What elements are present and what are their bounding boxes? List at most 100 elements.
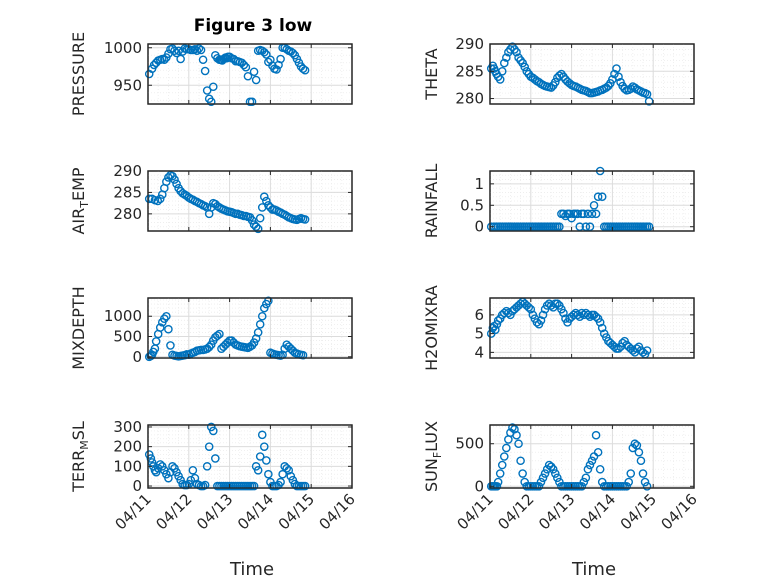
data-point bbox=[208, 82, 218, 92]
data-point bbox=[239, 60, 249, 70]
data-point bbox=[243, 71, 253, 81]
data-point bbox=[610, 342, 619, 352]
data-point bbox=[626, 469, 636, 478]
data-point bbox=[512, 47, 521, 57]
data-point bbox=[516, 456, 525, 466]
data-point bbox=[153, 196, 163, 206]
subplot-2: 280 285 290 THETA bbox=[422, 35, 695, 108]
data-point bbox=[164, 324, 173, 334]
y-tick-label: 1 bbox=[474, 175, 484, 193]
y-axis-label: TERRMSL bbox=[69, 421, 91, 493]
data-point bbox=[514, 439, 523, 449]
x-tick-label: 04/11 bbox=[454, 490, 497, 533]
data-point bbox=[555, 222, 564, 232]
data-point bbox=[206, 97, 216, 107]
y-tick-label: 290 bbox=[113, 162, 142, 180]
y-tick-label: 285 bbox=[113, 183, 142, 201]
data-point bbox=[146, 454, 156, 463]
data-point bbox=[593, 447, 603, 457]
data-point bbox=[585, 312, 595, 322]
x-tick-label: 04/13 bbox=[193, 490, 236, 533]
data-point bbox=[565, 209, 574, 219]
data-point bbox=[630, 439, 640, 449]
data-point bbox=[144, 194, 154, 204]
data-point bbox=[520, 62, 529, 72]
axes-border bbox=[147, 297, 353, 359]
y-tick-label: 280 bbox=[455, 90, 484, 108]
axes-border bbox=[489, 297, 695, 359]
data-point bbox=[298, 64, 308, 74]
y-tick-label: 0 bbox=[132, 477, 142, 495]
data-point bbox=[632, 344, 642, 353]
data-point bbox=[638, 348, 648, 357]
data-point bbox=[253, 224, 263, 234]
data-point bbox=[190, 44, 200, 54]
x-tick-label: 04/12 bbox=[152, 490, 195, 533]
data-point bbox=[538, 473, 548, 483]
y-tick-label: 5 bbox=[474, 325, 484, 343]
data-point bbox=[272, 65, 281, 74]
data-point bbox=[144, 450, 154, 459]
data-point bbox=[194, 44, 204, 53]
data-point bbox=[518, 469, 527, 478]
data-point bbox=[257, 311, 267, 321]
data-point bbox=[618, 338, 627, 348]
data-point bbox=[495, 75, 505, 84]
data-point bbox=[172, 179, 181, 189]
data-point bbox=[644, 222, 654, 232]
data-point bbox=[591, 312, 601, 322]
data-point bbox=[249, 338, 259, 347]
data-point bbox=[282, 464, 292, 473]
data-point bbox=[213, 331, 222, 341]
data-point bbox=[546, 462, 556, 472]
data-point bbox=[259, 192, 269, 202]
axes-border bbox=[489, 424, 695, 489]
data-point bbox=[172, 48, 181, 58]
y-tick-label: 100 bbox=[113, 457, 142, 475]
figure-title: Figure 3 low bbox=[194, 16, 313, 36]
data-point bbox=[534, 481, 544, 491]
data-point bbox=[247, 215, 257, 225]
data-point bbox=[259, 303, 269, 313]
data-point bbox=[642, 346, 652, 355]
data-point bbox=[208, 426, 218, 436]
data-point bbox=[614, 72, 623, 82]
data-point bbox=[614, 344, 623, 353]
data-point bbox=[583, 464, 593, 474]
data-point bbox=[538, 310, 548, 320]
data-point bbox=[583, 310, 593, 320]
data-point bbox=[192, 46, 202, 56]
data-point bbox=[550, 77, 560, 87]
data-point bbox=[591, 209, 601, 219]
data-point bbox=[585, 460, 595, 470]
data-point bbox=[642, 481, 652, 491]
data-point bbox=[155, 194, 165, 204]
y-tick-label: 0 bbox=[474, 477, 484, 495]
data-point bbox=[508, 423, 517, 432]
data-point bbox=[247, 97, 257, 107]
data-point bbox=[211, 454, 220, 463]
data-point bbox=[298, 350, 308, 360]
data-point bbox=[591, 430, 601, 440]
data-point bbox=[612, 64, 621, 73]
data-point bbox=[597, 192, 607, 202]
y-axis-label: SUNFLUX bbox=[422, 421, 444, 492]
data-point bbox=[550, 469, 560, 478]
y-axis-label: AIRTEMP bbox=[69, 167, 91, 234]
y-tick-label: 500 bbox=[455, 435, 484, 453]
y-axis-label: MIXDEPTH bbox=[69, 286, 88, 369]
data-point bbox=[300, 65, 310, 75]
subplot-6: 456 H2OMIXRA bbox=[422, 285, 695, 371]
data-point bbox=[524, 303, 534, 312]
data-point bbox=[532, 318, 542, 327]
data-point bbox=[160, 314, 169, 323]
data-point bbox=[555, 71, 564, 80]
data-point bbox=[253, 465, 263, 475]
data-point bbox=[288, 48, 298, 58]
subplot-1: 950 1000 PRESSURE bbox=[69, 32, 353, 116]
data-point bbox=[223, 338, 232, 347]
data-point bbox=[628, 346, 638, 355]
data-point bbox=[640, 477, 650, 487]
data-point bbox=[241, 62, 251, 72]
